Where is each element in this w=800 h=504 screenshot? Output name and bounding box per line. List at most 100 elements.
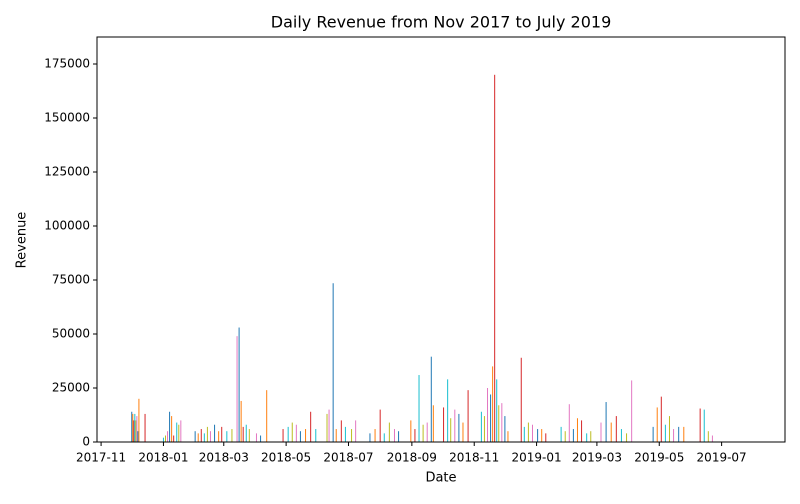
- y-tick-label: 150000: [44, 111, 90, 125]
- bar: [418, 375, 420, 442]
- bar: [590, 431, 592, 442]
- bar: [351, 429, 353, 442]
- bar: [169, 411, 171, 442]
- bar: [699, 408, 701, 442]
- bar: [615, 416, 617, 442]
- bar: [176, 422, 178, 442]
- bar: [620, 429, 622, 442]
- bar: [432, 405, 434, 442]
- bar: [209, 431, 211, 442]
- bar: [480, 411, 482, 442]
- bar: [326, 413, 328, 442]
- bar: [200, 429, 202, 442]
- bar: [678, 426, 680, 442]
- bar: [248, 429, 250, 442]
- bar: [315, 429, 317, 442]
- bar: [266, 390, 268, 442]
- x-tick-label: 2018-09: [387, 451, 437, 465]
- x-tick-label: 2017-11: [76, 451, 126, 465]
- bar: [197, 433, 199, 442]
- bar: [132, 413, 134, 442]
- bar: [291, 422, 293, 442]
- bar: [467, 390, 469, 442]
- y-tick-label: 175000: [44, 57, 90, 71]
- bar: [414, 429, 416, 442]
- bar: [498, 405, 500, 442]
- bar: [178, 424, 180, 442]
- bar: [242, 426, 244, 442]
- bar: [520, 357, 522, 442]
- x-tick-label: 2019-03: [572, 451, 622, 465]
- bar: [576, 418, 578, 442]
- bar: [138, 398, 140, 442]
- bar: [496, 379, 498, 442]
- x-tick-label: 2019-05: [634, 451, 684, 465]
- plot-frame: [96, 36, 786, 443]
- bar: [218, 431, 220, 442]
- bar: [231, 429, 233, 442]
- bar: [162, 437, 164, 442]
- bar: [652, 426, 654, 442]
- bar: [501, 403, 503, 442]
- x-tick-label: 2019-07: [697, 451, 747, 465]
- bar: [260, 435, 262, 442]
- bar: [572, 429, 574, 442]
- bar: [683, 426, 685, 442]
- bar: [541, 429, 543, 442]
- y-tick-label: 100000: [44, 219, 90, 233]
- x-tick-label: 2018-01: [138, 451, 188, 465]
- bar: [673, 429, 675, 442]
- bar: [137, 431, 139, 442]
- bar: [136, 416, 138, 442]
- bar: [335, 429, 337, 442]
- bar: [504, 416, 506, 442]
- bar: [369, 433, 371, 442]
- bar: [203, 433, 205, 442]
- bar: [600, 422, 602, 442]
- y-tick-label: 50000: [52, 327, 90, 341]
- bar: [668, 416, 670, 442]
- bar: [173, 435, 175, 442]
- bar: [206, 426, 208, 442]
- bar: [450, 418, 452, 442]
- bar: [586, 433, 588, 442]
- bar: [133, 420, 135, 442]
- bar: [374, 429, 376, 442]
- bar: [287, 426, 289, 442]
- bar: [144, 413, 146, 442]
- bar: [707, 431, 709, 442]
- bar: [430, 356, 432, 442]
- bar: [135, 420, 137, 442]
- bar: [236, 336, 238, 442]
- bar: [462, 422, 464, 442]
- bar: [454, 409, 456, 442]
- bar: [167, 431, 169, 442]
- bar: [422, 424, 424, 442]
- bar: [560, 426, 562, 442]
- bar: [214, 424, 216, 442]
- bar: [299, 431, 301, 442]
- chart-title: Daily Revenue from Nov 2017 to July 2019: [271, 13, 612, 32]
- x-axis-label: Date: [425, 471, 456, 486]
- x-tick-label: 2018-07: [323, 451, 373, 465]
- bar: [328, 409, 330, 442]
- y-tick-label: 125000: [44, 165, 90, 179]
- bar: [393, 429, 395, 442]
- bar: [131, 411, 133, 442]
- bar: [238, 327, 240, 442]
- x-tick-label: 2018-05: [261, 451, 311, 465]
- bar: [295, 424, 297, 442]
- x-tick-label: 2019-01: [512, 451, 562, 465]
- bar: [564, 431, 566, 442]
- bar: [398, 431, 400, 442]
- bar: [194, 431, 196, 442]
- bar: [443, 407, 445, 442]
- bar: [282, 429, 284, 442]
- bar: [631, 380, 633, 442]
- bar: [245, 424, 247, 442]
- bar: [221, 426, 223, 442]
- bar: [581, 420, 583, 442]
- bar: [490, 394, 492, 442]
- bar: [507, 431, 509, 442]
- bar: [537, 429, 539, 442]
